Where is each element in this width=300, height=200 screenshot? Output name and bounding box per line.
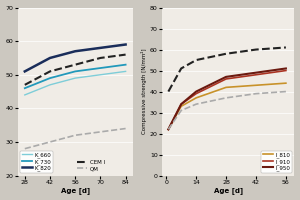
X-axis label: Age [d]: Age [d] (61, 188, 90, 194)
X-axis label: Age [d]: Age [d] (214, 188, 243, 194)
Legend: I_810, I_910, I_950: I_810, I_910, I_950 (261, 151, 292, 173)
Legend: CEM I, QM: CEM I, QM (76, 159, 106, 173)
Y-axis label: Compressive strength [N/mm²]: Compressive strength [N/mm²] (141, 49, 147, 134)
